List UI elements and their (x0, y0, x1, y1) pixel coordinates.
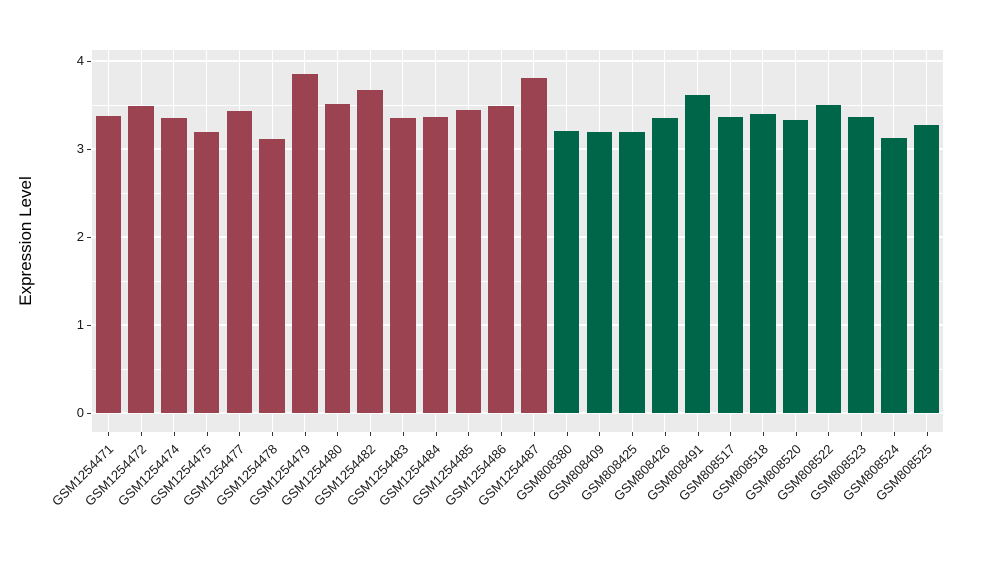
x-tick-mark (108, 432, 110, 436)
gridline-major (92, 412, 943, 415)
bar (815, 105, 842, 414)
bar (292, 74, 318, 414)
bar (782, 120, 809, 414)
x-tick-mark (632, 432, 634, 436)
x-tick-mark (206, 432, 208, 436)
gridline-major (92, 60, 943, 63)
x-tick-mark (304, 432, 306, 436)
x-tick-mark (893, 432, 895, 436)
x-tick-mark (370, 432, 372, 436)
y-tick-label: 2 (76, 229, 84, 245)
x-tick-mark (501, 432, 503, 436)
bar (259, 139, 285, 414)
bar (390, 118, 416, 414)
bar (357, 90, 383, 414)
y-tick-label: 4 (76, 53, 84, 69)
bar (684, 94, 711, 414)
x-tick-mark (828, 432, 830, 436)
bar (95, 115, 122, 414)
plot-panel (92, 50, 943, 432)
bar (553, 130, 580, 414)
y-tick-label: 0 (76, 405, 84, 421)
y-tick-mark (87, 61, 91, 63)
bar (422, 117, 449, 414)
bar (488, 105, 514, 414)
x-tick-mark (697, 432, 699, 436)
x-tick-mark (173, 432, 175, 436)
gridline-minor (92, 192, 943, 194)
bar (324, 104, 351, 414)
bar (881, 137, 907, 414)
bar (750, 113, 776, 414)
gridline-minor (92, 280, 943, 282)
bar (913, 125, 940, 414)
x-tick-mark (795, 432, 797, 436)
bar (652, 118, 678, 414)
bar (193, 131, 220, 414)
y-axis-title: Expression Level (16, 176, 35, 306)
x-tick-mark (337, 432, 339, 436)
x-tick-mark (730, 432, 732, 436)
y-tick-mark (87, 237, 91, 239)
bar (226, 111, 253, 414)
y-tick-mark (87, 325, 91, 327)
bar (521, 77, 547, 414)
y-tick-label: 3 (76, 141, 84, 157)
y-tick-label: 1 (76, 317, 84, 333)
x-tick-mark (239, 432, 241, 436)
bar (455, 110, 482, 414)
bar (161, 118, 187, 414)
x-tick-mark (435, 432, 437, 436)
x-tick-mark (926, 432, 928, 436)
gridline-major (92, 236, 943, 239)
y-tick-mark (87, 413, 91, 415)
bar (586, 132, 613, 414)
x-tick-mark (664, 432, 666, 436)
x-tick-mark (533, 432, 535, 436)
bar (619, 131, 645, 414)
x-tick-mark (599, 432, 601, 436)
x-tick-mark (402, 432, 404, 436)
x-tick-mark (762, 432, 764, 436)
x-tick-mark (861, 432, 863, 436)
gridline-minor (92, 104, 943, 106)
x-tick-mark (272, 432, 274, 436)
bar (717, 117, 743, 414)
bar (128, 105, 154, 414)
x-tick-mark (141, 432, 143, 436)
x-tick-mark (468, 432, 470, 436)
y-tick-mark (87, 149, 91, 151)
gridline-major (92, 148, 943, 151)
bar (848, 116, 874, 414)
gridline-major (92, 324, 943, 327)
gridline-minor (92, 368, 943, 370)
x-tick-mark (566, 432, 568, 436)
